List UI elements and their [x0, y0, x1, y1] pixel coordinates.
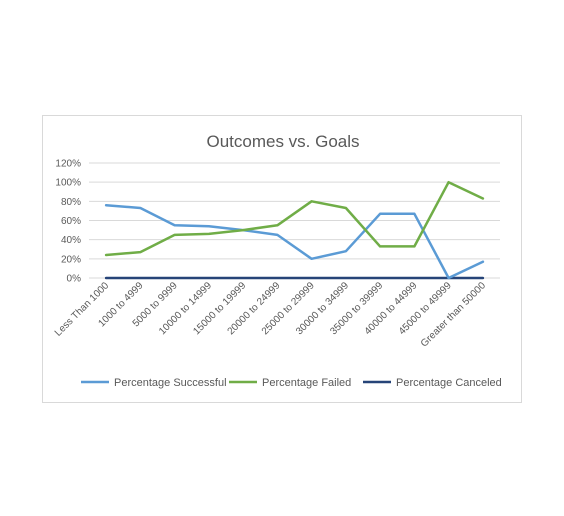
y-tick-label: 120% — [55, 159, 81, 170]
line-chart: Outcomes vs. Goals 0% 20% 40% 60% 80% 100% 120… — [53, 132, 502, 389]
y-tick-label: 20% — [61, 254, 81, 265]
legend-label: Percentage Canceled — [396, 377, 502, 389]
x-tick-label: Less Than 1000 — [53, 280, 112, 339]
series-line-0 — [104, 203, 485, 280]
y-tick-label: 40% — [61, 235, 81, 246]
y-tick-label: 80% — [61, 197, 81, 208]
chart-title: Outcomes vs. Goals — [206, 132, 359, 151]
y-tick-label: 0% — [67, 274, 82, 285]
y-tick-label: 100% — [55, 178, 81, 189]
legend-label: Percentage Successful — [114, 377, 227, 389]
chart-frame: Outcomes vs. Goals 0% 20% 40% 60% 80% 100% 120… — [42, 115, 522, 403]
y-tick-label: 60% — [61, 216, 81, 227]
y-axis-ticks: 0% 20% 40% 60% 80% 100% 120% — [55, 159, 81, 285]
series-lines — [104, 180, 485, 280]
gridlines — [89, 162, 500, 279]
legend: Percentage Successful Percentage Failed Pe… — [81, 377, 502, 389]
series-line-1 — [104, 180, 485, 257]
x-tick-label: Greater than 50000 — [419, 280, 488, 349]
legend-label: Percentage Failed — [262, 377, 351, 389]
